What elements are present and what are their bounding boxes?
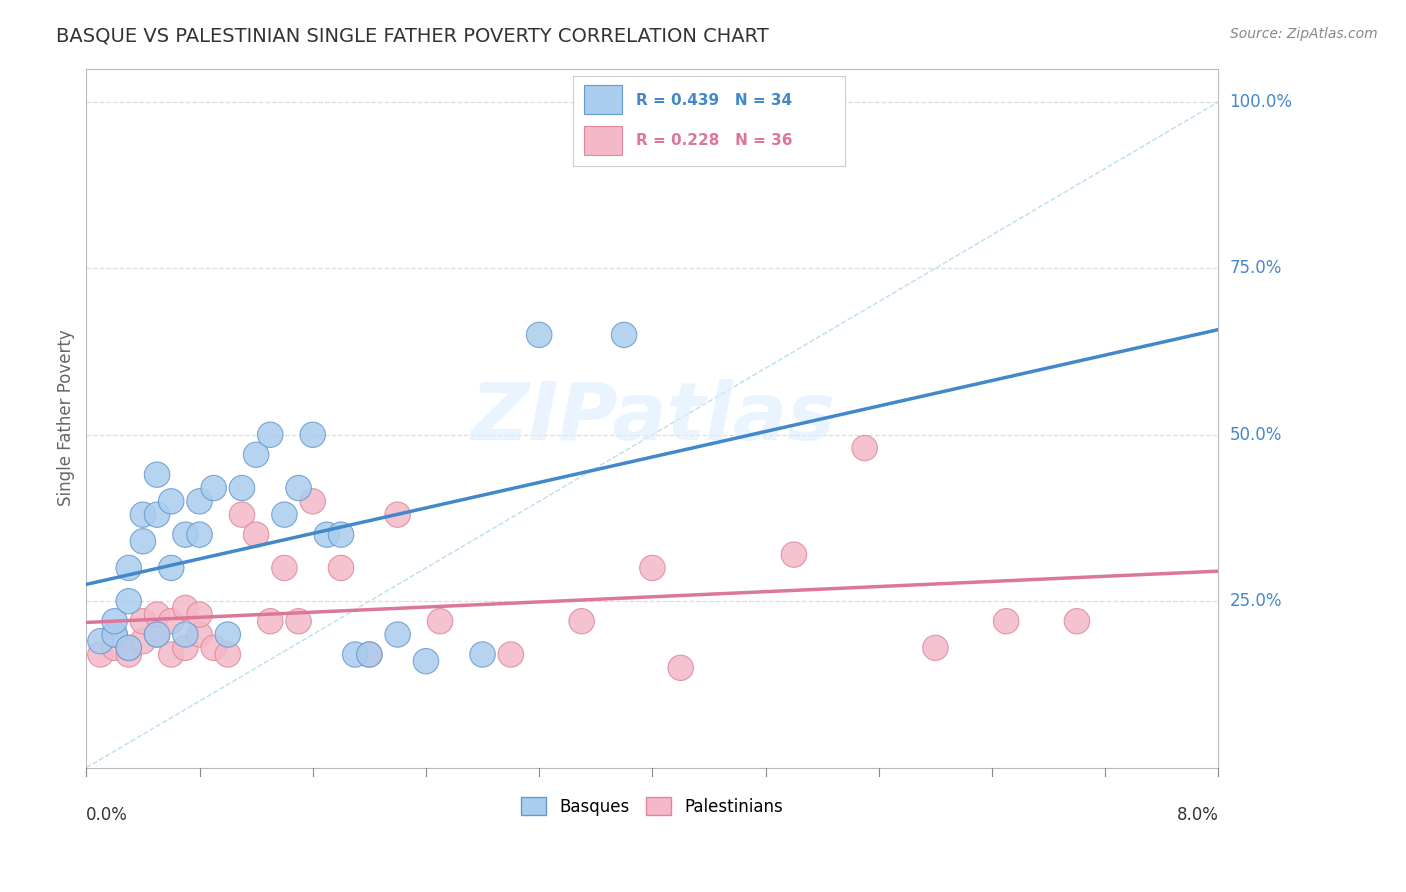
Ellipse shape xyxy=(782,542,807,567)
Ellipse shape xyxy=(131,502,156,527)
Ellipse shape xyxy=(357,642,382,667)
Ellipse shape xyxy=(117,642,142,667)
Ellipse shape xyxy=(612,322,637,348)
Ellipse shape xyxy=(173,635,198,660)
Ellipse shape xyxy=(101,622,128,648)
Ellipse shape xyxy=(271,502,297,527)
Ellipse shape xyxy=(131,608,156,634)
Y-axis label: Single Father Poverty: Single Father Poverty xyxy=(58,330,75,507)
Ellipse shape xyxy=(145,462,170,487)
Ellipse shape xyxy=(299,422,325,448)
Ellipse shape xyxy=(1064,608,1090,634)
Ellipse shape xyxy=(299,489,325,514)
Ellipse shape xyxy=(145,502,170,527)
Ellipse shape xyxy=(498,642,523,667)
Text: 75.0%: 75.0% xyxy=(1230,260,1282,277)
Ellipse shape xyxy=(173,522,198,548)
Ellipse shape xyxy=(427,608,453,634)
Ellipse shape xyxy=(852,435,877,461)
Ellipse shape xyxy=(385,622,411,648)
Ellipse shape xyxy=(117,589,142,614)
Ellipse shape xyxy=(145,622,170,648)
Ellipse shape xyxy=(173,595,198,621)
Ellipse shape xyxy=(131,629,156,654)
Ellipse shape xyxy=(159,642,184,667)
Ellipse shape xyxy=(131,529,156,554)
Ellipse shape xyxy=(470,642,495,667)
Ellipse shape xyxy=(159,556,184,581)
Ellipse shape xyxy=(285,475,311,500)
Text: BASQUE VS PALESTINIAN SINGLE FATHER POVERTY CORRELATION CHART: BASQUE VS PALESTINIAN SINGLE FATHER POVE… xyxy=(56,27,769,45)
Text: 100.0%: 100.0% xyxy=(1230,93,1292,111)
Ellipse shape xyxy=(101,608,128,634)
Ellipse shape xyxy=(994,608,1019,634)
Ellipse shape xyxy=(187,602,212,627)
Ellipse shape xyxy=(101,622,128,648)
Ellipse shape xyxy=(569,608,595,634)
Ellipse shape xyxy=(385,502,411,527)
Ellipse shape xyxy=(117,556,142,581)
Text: 0.0%: 0.0% xyxy=(86,806,128,824)
Ellipse shape xyxy=(159,489,184,514)
Ellipse shape xyxy=(101,635,128,660)
Ellipse shape xyxy=(173,622,198,648)
Ellipse shape xyxy=(87,642,112,667)
Ellipse shape xyxy=(145,602,170,627)
Ellipse shape xyxy=(117,635,142,660)
Ellipse shape xyxy=(357,642,382,667)
Ellipse shape xyxy=(413,648,439,673)
Ellipse shape xyxy=(201,475,226,500)
Ellipse shape xyxy=(187,489,212,514)
Ellipse shape xyxy=(271,556,297,581)
Ellipse shape xyxy=(117,635,142,660)
Text: 25.0%: 25.0% xyxy=(1230,592,1282,610)
Ellipse shape xyxy=(187,522,212,548)
Ellipse shape xyxy=(215,622,240,648)
Ellipse shape xyxy=(243,442,269,467)
Ellipse shape xyxy=(314,522,340,548)
Ellipse shape xyxy=(922,635,948,660)
Ellipse shape xyxy=(229,475,254,500)
Ellipse shape xyxy=(285,608,311,634)
Ellipse shape xyxy=(229,502,254,527)
Ellipse shape xyxy=(526,322,553,348)
Ellipse shape xyxy=(640,556,665,581)
Text: ZIPatlas: ZIPatlas xyxy=(470,379,835,457)
Ellipse shape xyxy=(145,622,170,648)
Ellipse shape xyxy=(257,422,283,448)
Ellipse shape xyxy=(328,556,354,581)
Ellipse shape xyxy=(257,608,283,634)
Ellipse shape xyxy=(187,622,212,648)
Ellipse shape xyxy=(328,522,354,548)
Ellipse shape xyxy=(159,608,184,634)
Ellipse shape xyxy=(668,655,693,681)
Text: Source: ZipAtlas.com: Source: ZipAtlas.com xyxy=(1230,27,1378,41)
Ellipse shape xyxy=(343,642,368,667)
Text: 50.0%: 50.0% xyxy=(1230,425,1282,443)
Text: 8.0%: 8.0% xyxy=(1177,806,1219,824)
Legend: Basques, Palestinians: Basques, Palestinians xyxy=(515,791,790,822)
Ellipse shape xyxy=(215,642,240,667)
Ellipse shape xyxy=(201,635,226,660)
Ellipse shape xyxy=(87,629,112,654)
Ellipse shape xyxy=(243,522,269,548)
